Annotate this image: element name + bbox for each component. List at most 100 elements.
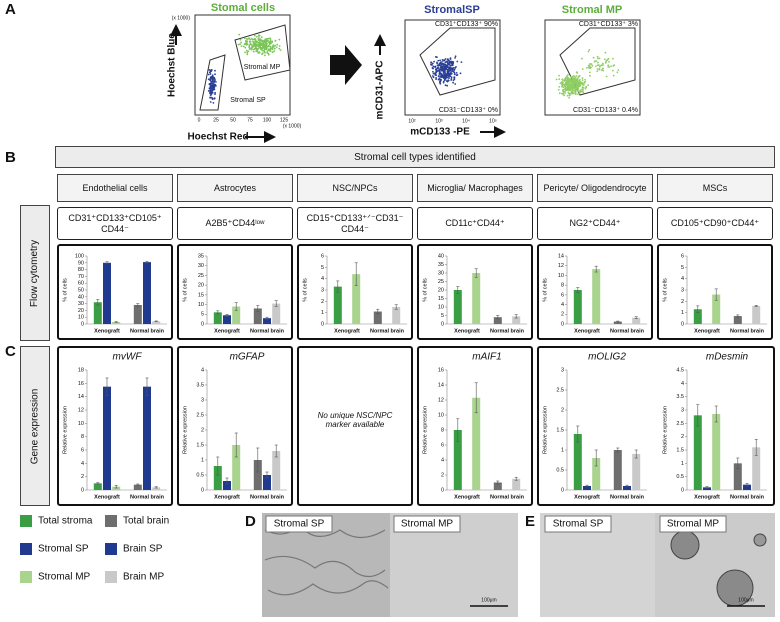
scatter-dot xyxy=(269,39,272,42)
x-tick-label: Normal brain xyxy=(370,328,405,334)
row-label-text: Flow cytometry xyxy=(29,239,41,307)
scatter-dot xyxy=(276,43,279,46)
y-tick-label: 100 xyxy=(75,253,84,259)
scatter-dot xyxy=(439,64,441,67)
scatter-dot xyxy=(265,47,268,49)
scatter-dot xyxy=(574,82,576,85)
scatter-dot xyxy=(563,90,566,93)
scatter-dot xyxy=(270,47,273,50)
y-tick-label: 0 xyxy=(441,321,444,327)
y-tick-label: 0.5 xyxy=(556,467,564,473)
scatter-dot xyxy=(432,72,435,75)
y-tick-label: 80 xyxy=(78,267,84,273)
x-tick-label: Xenograft xyxy=(694,328,720,334)
scatter-dot xyxy=(256,49,259,51)
bar xyxy=(93,302,102,324)
scatter-frame xyxy=(544,19,641,116)
scatter-dot xyxy=(439,72,442,74)
scatter-dot xyxy=(456,60,459,63)
x-tick-label: Normal brain xyxy=(130,328,165,334)
error-bar xyxy=(256,447,260,473)
scatter-dot xyxy=(214,69,216,72)
y-tick-label: 2 xyxy=(81,474,84,480)
marker: CD31⁺CD133⁺CD105⁺ CD44⁻ xyxy=(57,207,173,240)
scatter-dot xyxy=(263,41,266,44)
scatter-dot xyxy=(565,75,568,77)
scatter-dot xyxy=(432,65,435,68)
axis-title: mCD133 -PE xyxy=(410,127,470,138)
marker-text: CD15⁺CD133⁺ᐟ⁻CD31⁻ CD44⁻ xyxy=(306,212,404,234)
y-axis-title: Relative expression xyxy=(542,406,548,454)
y-tick-label: 1.5 xyxy=(196,442,204,448)
scatter-dot xyxy=(211,85,213,87)
scatter-dot xyxy=(249,38,251,41)
error-bar xyxy=(96,299,100,306)
bar xyxy=(632,454,641,490)
bar xyxy=(223,315,231,324)
image-label-bg xyxy=(544,515,612,533)
y-tick-label: 3 xyxy=(561,367,564,373)
scatter-dot xyxy=(254,37,256,40)
sphere xyxy=(753,533,767,547)
scatter-dot xyxy=(438,75,440,77)
bar xyxy=(133,304,142,324)
y-axis-title: % of cells xyxy=(182,278,188,302)
scatter-dot xyxy=(211,91,214,94)
scatter-dot xyxy=(460,61,463,63)
scatter-dot xyxy=(600,64,602,67)
image-label: Stromal SP xyxy=(553,519,604,530)
chart-frame xyxy=(297,244,413,340)
scatter-dot xyxy=(242,45,245,48)
y-tick-label: 2 xyxy=(441,472,444,478)
y-tick-label: 16 xyxy=(78,381,84,387)
y-tick-label: 8 xyxy=(81,434,84,440)
x-tick-label: Xenograft xyxy=(574,494,600,500)
y-tick-label: 40 xyxy=(438,253,444,259)
gate-label: CD31⁻CD133⁺ 0% xyxy=(439,107,498,114)
y-tick-label: 10 xyxy=(78,421,84,427)
y-tick-label: 0.5 xyxy=(196,472,204,478)
x-tick-label: Xenograft xyxy=(94,494,120,500)
y-tick-label: 0 xyxy=(681,321,684,327)
bar xyxy=(213,466,222,490)
scatter-dot xyxy=(592,56,595,59)
error-bar xyxy=(736,457,740,469)
scatter-dot xyxy=(209,88,212,91)
scatter-dot xyxy=(439,82,442,85)
scale-bar-label: 100μm xyxy=(481,597,496,603)
scatter-dot xyxy=(442,72,445,74)
x-tick-label: Xenograft xyxy=(454,494,480,500)
note: No unique NSC/NPC marker available xyxy=(307,400,403,440)
scatter-dot xyxy=(576,83,579,86)
note-text: No unique NSC/NPC marker available xyxy=(317,411,393,429)
chart-title: mDesmin xyxy=(706,352,749,363)
bar xyxy=(632,317,641,324)
scatter-dot xyxy=(575,78,578,81)
scatter-dot xyxy=(264,39,266,42)
x-tick-label: Xenograft xyxy=(334,328,360,334)
row-label: Flow cytometry xyxy=(20,205,50,341)
cell-type-text: Microglia/ Macrophages xyxy=(427,183,523,193)
scatter-dot xyxy=(573,75,576,78)
scatter-dot xyxy=(612,57,614,60)
y-tick-label: 2 xyxy=(681,434,684,440)
bar xyxy=(232,306,241,324)
y-tick-label: 10 xyxy=(438,304,444,310)
y-tick-label: 0 xyxy=(81,487,84,493)
scatter-dot xyxy=(445,65,448,68)
error-bar xyxy=(714,288,718,301)
legend-label: Stromal MP xyxy=(38,572,91,583)
scatter-dot xyxy=(210,96,213,99)
y-axis-title: Relative expression xyxy=(422,406,428,454)
scatter-dot xyxy=(265,48,268,51)
y-tick-label: 14 xyxy=(78,394,84,400)
bar xyxy=(493,317,502,324)
chart-title: mvWF xyxy=(113,352,143,363)
y-tick-label: 1.5 xyxy=(556,427,564,433)
scale-note: (x 1000) xyxy=(172,15,191,21)
x-tick-label: Xenograft xyxy=(694,494,720,500)
scatter-dot xyxy=(438,77,441,79)
y-tick-label: 5 xyxy=(321,265,324,271)
error-bar xyxy=(105,261,109,265)
error-bar xyxy=(136,483,140,486)
